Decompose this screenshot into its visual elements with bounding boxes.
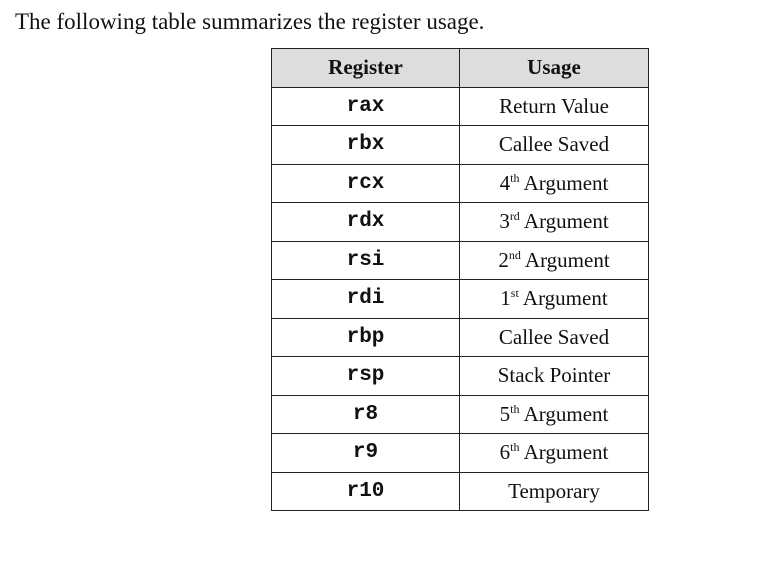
ordinal-number: 6	[499, 440, 511, 465]
ordinal-suffix: rd	[509, 209, 520, 224]
usage-text: Argument	[524, 247, 610, 272]
table-row: rax Return Value	[271, 86, 649, 126]
usage-cell: 1st Argument	[459, 279, 649, 319]
usage-cell: 2nd Argument	[459, 240, 649, 280]
table-row: rcx 4th Argument	[271, 163, 649, 203]
ordinal-number: 4	[499, 170, 511, 195]
register-cell: rdx	[271, 202, 460, 242]
usage-text: Argument	[523, 170, 609, 195]
usage-cell: Callee Saved	[459, 317, 649, 357]
usage-cell: Stack Pointer	[459, 356, 649, 396]
table-row: rsi 2nd Argument	[271, 240, 649, 280]
register-cell: rbx	[271, 125, 460, 165]
register-cell: r8	[271, 394, 460, 434]
register-cell: r9	[271, 433, 460, 473]
table-row: rdi 1st Argument	[271, 279, 649, 319]
ordinal-suffix: st	[510, 286, 519, 301]
table-header-row: Register Usage	[271, 48, 649, 88]
usage-text: Argument	[523, 401, 609, 426]
usage-cell: 3rd Argument	[459, 202, 649, 242]
usage-cell: Return Value	[459, 86, 649, 126]
column-header-usage: Usage	[459, 48, 649, 88]
register-cell: rdi	[271, 279, 460, 319]
ordinal-number: 5	[499, 401, 511, 426]
register-cell: rsi	[271, 240, 460, 280]
ordinal-number: 2	[498, 247, 509, 272]
register-cell: rcx	[271, 163, 460, 203]
ordinal-suffix: th	[510, 170, 520, 185]
register-cell: rbp	[271, 317, 460, 357]
ordinal-number: 1	[500, 286, 511, 311]
usage-cell: Callee Saved	[459, 125, 649, 165]
column-header-register: Register	[271, 48, 460, 88]
register-cell: rsp	[271, 356, 460, 396]
ordinal-suffix: th	[510, 401, 520, 416]
ordinal-number: 3	[499, 209, 510, 234]
table-row: rdx 3rd Argument	[271, 202, 649, 242]
table-row: rbp Callee Saved	[271, 317, 649, 357]
usage-cell: 6th Argument	[459, 433, 649, 473]
ordinal-suffix: nd	[508, 247, 521, 262]
register-cell: r10	[271, 471, 460, 511]
usage-cell: 4th Argument	[459, 163, 649, 203]
usage-text: Argument	[522, 286, 608, 311]
table-row: r10 Temporary	[271, 471, 649, 511]
usage-text: Argument	[523, 440, 609, 465]
intro-text: The following table summarizes the regis…	[15, 9, 485, 34]
table-row: r9 6th Argument	[271, 433, 649, 473]
usage-text: Argument	[523, 209, 609, 234]
register-usage-table: Register Usage rax Return Value rbx Call…	[271, 48, 649, 511]
ordinal-suffix: th	[510, 440, 520, 455]
register-cell: rax	[271, 86, 460, 126]
usage-cell: Temporary	[459, 471, 649, 511]
usage-cell: 5th Argument	[459, 394, 649, 434]
table-row: r8 5th Argument	[271, 394, 649, 434]
table-row: rsp Stack Pointer	[271, 356, 649, 396]
table-row: rbx Callee Saved	[271, 125, 649, 165]
